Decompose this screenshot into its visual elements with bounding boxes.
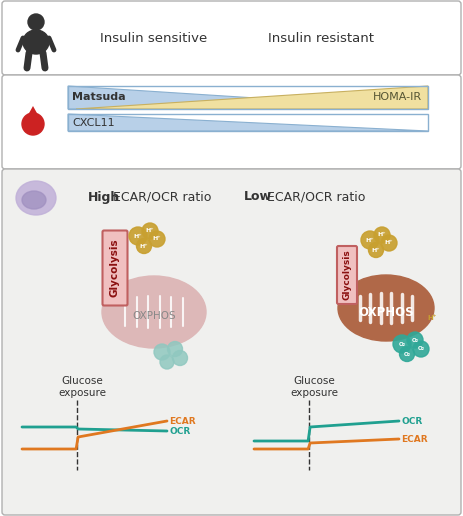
Circle shape: [137, 238, 151, 253]
Text: O₂: O₂: [399, 342, 406, 347]
Text: O₂: O₂: [403, 351, 411, 357]
Circle shape: [369, 243, 383, 257]
Text: OCR: OCR: [169, 427, 190, 436]
Text: ECAR: ECAR: [169, 416, 196, 426]
FancyBboxPatch shape: [337, 246, 357, 304]
Text: Glycolysis: Glycolysis: [110, 239, 120, 297]
Circle shape: [407, 332, 423, 348]
Circle shape: [381, 235, 397, 251]
FancyBboxPatch shape: [102, 231, 127, 305]
Circle shape: [413, 341, 429, 357]
Text: High: High: [88, 190, 120, 203]
Circle shape: [28, 14, 44, 30]
Text: CXCL11: CXCL11: [72, 118, 115, 128]
Text: H⁺: H⁺: [427, 315, 437, 321]
FancyBboxPatch shape: [2, 75, 461, 169]
Text: OXPHOS: OXPHOS: [132, 311, 176, 321]
Text: HOMA-IR: HOMA-IR: [373, 92, 422, 102]
Circle shape: [149, 231, 165, 247]
Text: Insulin resistant: Insulin resistant: [268, 31, 374, 44]
Circle shape: [154, 344, 170, 360]
Polygon shape: [23, 106, 43, 124]
Text: ECAR/OCR ratio: ECAR/OCR ratio: [109, 190, 212, 203]
Circle shape: [400, 347, 414, 362]
Ellipse shape: [16, 181, 56, 215]
Polygon shape: [68, 86, 428, 109]
FancyBboxPatch shape: [2, 169, 461, 515]
Circle shape: [129, 227, 147, 245]
Text: H⁺: H⁺: [385, 240, 393, 246]
Text: O₂: O₂: [418, 347, 425, 351]
Circle shape: [160, 355, 174, 369]
Ellipse shape: [338, 275, 434, 341]
Circle shape: [168, 342, 182, 357]
Polygon shape: [68, 114, 428, 131]
Text: Glycolysis: Glycolysis: [343, 250, 351, 300]
Polygon shape: [76, 86, 428, 109]
Circle shape: [393, 335, 411, 353]
Circle shape: [173, 350, 188, 365]
Ellipse shape: [102, 276, 206, 348]
Text: H⁺: H⁺: [153, 236, 161, 241]
Text: Low: Low: [244, 190, 272, 203]
Text: H⁺: H⁺: [366, 237, 374, 243]
Text: H⁺: H⁺: [146, 229, 154, 234]
Text: ECAR/OCR ratio: ECAR/OCR ratio: [263, 190, 365, 203]
Text: H⁺: H⁺: [134, 234, 142, 238]
Text: OXPHOS: OXPHOS: [358, 305, 414, 318]
Text: Matsuda: Matsuda: [72, 92, 125, 102]
Text: H⁺: H⁺: [140, 244, 148, 249]
Ellipse shape: [23, 30, 49, 54]
Text: Glucose
exposure: Glucose exposure: [290, 376, 338, 398]
Text: H⁺: H⁺: [372, 248, 380, 252]
Text: Glucose
exposure: Glucose exposure: [58, 376, 106, 398]
Text: H⁺: H⁺: [378, 233, 386, 237]
Ellipse shape: [22, 191, 46, 209]
Circle shape: [22, 113, 44, 135]
Circle shape: [361, 231, 379, 249]
Text: Insulin sensitive: Insulin sensitive: [100, 31, 207, 44]
Text: ECAR: ECAR: [401, 434, 428, 443]
Text: O₂: O₂: [412, 337, 419, 343]
Circle shape: [142, 223, 158, 239]
Text: OCR: OCR: [401, 416, 422, 426]
FancyBboxPatch shape: [2, 1, 461, 75]
Circle shape: [374, 227, 390, 243]
